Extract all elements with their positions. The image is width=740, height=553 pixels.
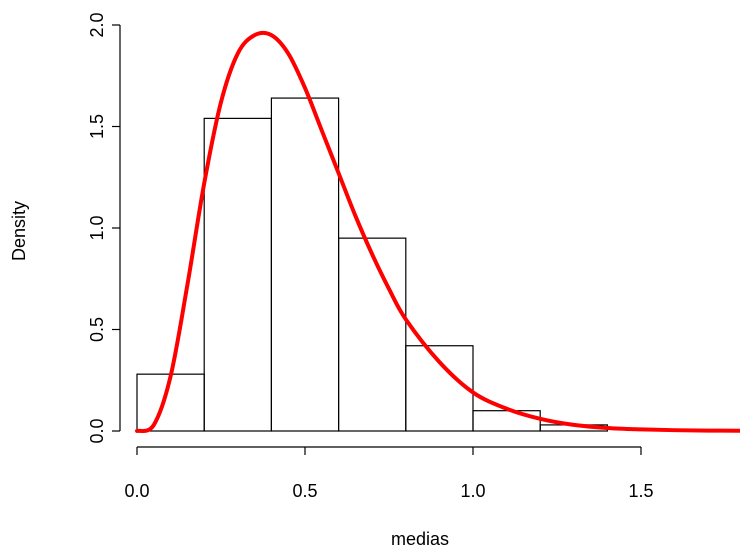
x-tick-label-1: 0.5 (292, 481, 317, 501)
histogram-bar-4 (405, 345, 474, 432)
density-curve (135, 30, 740, 434)
x-axis-title: medias (391, 529, 449, 549)
y-axis: 0.0 0.5 1.0 1.5 2.0 (87, 12, 121, 444)
histogram-bar-3 (338, 237, 407, 432)
y-axis-title: Density (9, 201, 29, 261)
y-tick-label-0: 0.0 (87, 418, 107, 443)
y-tick-label-1: 0.5 (87, 317, 107, 342)
histogram-bar-5 (472, 410, 541, 432)
y-tick-label-3: 1.5 (87, 114, 107, 139)
x-tick-label-2: 1.0 (460, 481, 485, 501)
x-tick-label-0: 0.0 (124, 481, 149, 501)
histogram-bars (136, 97, 609, 432)
y-tick-label-2: 1.0 (87, 215, 107, 240)
x-tick-label-3: 1.5 (628, 481, 653, 501)
x-axis: 0.0 0.5 1.0 1.5 (124, 446, 654, 501)
histogram-bar-1 (203, 117, 272, 432)
density-curve-layer (135, 30, 740, 434)
y-tick-label-4: 2.0 (87, 12, 107, 37)
